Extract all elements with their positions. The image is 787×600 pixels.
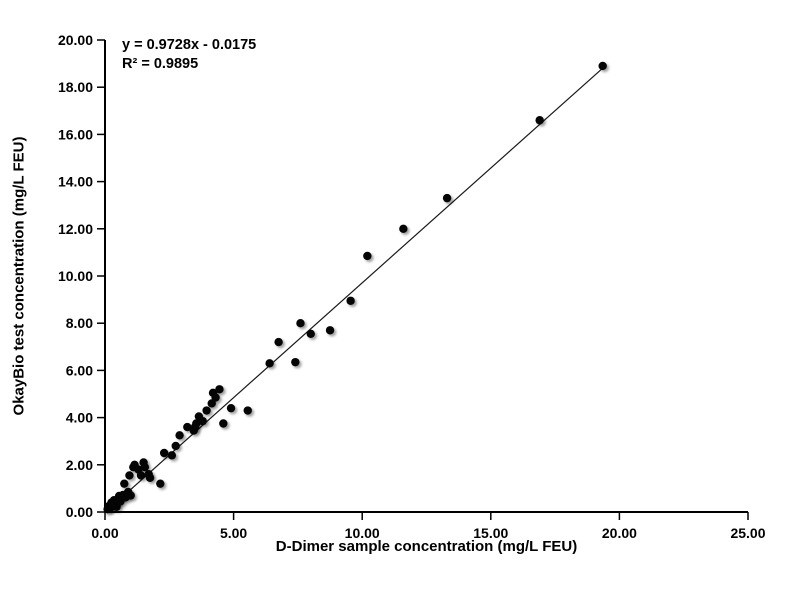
data-point (215, 385, 224, 394)
regression-equation-line1: y = 0.9728x - 0.0175 (122, 37, 257, 53)
data-point (306, 329, 315, 339)
data-point (167, 451, 177, 460)
y-tick-label: 10.00 (58, 268, 93, 284)
data-point (296, 319, 305, 328)
data-point (274, 337, 283, 347)
data-point (145, 473, 155, 482)
y-tick-label: 6.00 (66, 362, 93, 378)
y-tick-label: 14.00 (58, 174, 93, 190)
data-point (125, 471, 134, 480)
data-point (399, 224, 408, 233)
data-point (120, 479, 129, 488)
x-tick-label: 25.00 (730, 525, 765, 541)
y-tick-label: 20.00 (58, 32, 93, 48)
x-tick-label: 0.00 (91, 525, 118, 541)
x-tick-label: 20.00 (602, 525, 637, 541)
data-point (156, 479, 165, 488)
regression-equation: y = 0.9728x - 0.0175 R² = 0.9895 (122, 36, 256, 74)
x-tick-label: 15.00 (473, 525, 508, 541)
data-point (346, 296, 355, 305)
data-point (219, 419, 228, 428)
data-point (226, 403, 236, 413)
data-point (363, 251, 372, 261)
data-point (171, 441, 180, 451)
data-point (598, 61, 607, 71)
y-tick-label: 16.00 (58, 126, 93, 142)
x-tick-label: 10.00 (345, 525, 380, 541)
y-tick-label: 12.00 (58, 221, 93, 237)
data-point (243, 406, 252, 415)
data-point (159, 448, 169, 458)
x-tick-label: 5.00 (220, 525, 247, 541)
data-point (136, 471, 146, 480)
data-point (198, 416, 207, 426)
data-point (265, 359, 274, 368)
data-point (325, 326, 335, 335)
y-tick-label: 18.00 (58, 79, 93, 95)
data-point (211, 393, 220, 402)
data-point (442, 193, 452, 203)
data-point (291, 357, 300, 367)
data-point (126, 491, 135, 500)
data-point (140, 462, 150, 472)
data-point (183, 422, 192, 432)
data-point (192, 419, 201, 428)
data-point (535, 116, 544, 125)
x-axis-title: D-Dimer sample concentration (mg/L FEU) (275, 538, 578, 555)
y-tick-label: 0.00 (66, 504, 93, 520)
trendline (105, 67, 604, 512)
y-tick-label: 4.00 (66, 410, 93, 426)
regression-r-squared: R² = 0.9895 (122, 56, 199, 72)
data-point (202, 406, 211, 415)
data-point (175, 431, 184, 440)
y-tick-label: 8.00 (66, 315, 93, 331)
y-tick-label: 2.00 (66, 457, 93, 473)
y-axis-title: OkayBio test concentration (mg/L FEU) (10, 136, 28, 416)
